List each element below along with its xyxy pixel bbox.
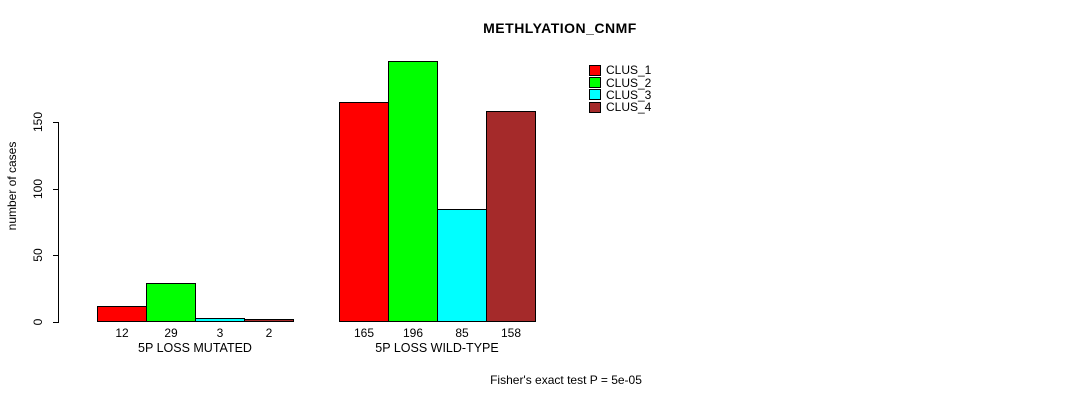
y-tick (53, 188, 58, 190)
bar-clus_3-mutated (195, 318, 245, 322)
y-tick-label: 150 (31, 111, 45, 133)
bar-value-label: 85 (455, 326, 469, 340)
group-label-mutated: 5P LOSS MUTATED (138, 341, 252, 355)
legend-label: CLUS_2 (606, 75, 652, 90)
legend-swatch-clus_3 (589, 89, 601, 101)
bar-value-label: 29 (164, 326, 178, 340)
y-tick (53, 255, 58, 257)
bar-value-label: 158 (500, 326, 522, 340)
legend-swatch-clus_2 (589, 77, 601, 89)
y-tick-label: 50 (31, 248, 45, 263)
bar-value-label: 2 (265, 326, 273, 340)
bar-clus_1-mutated (97, 306, 147, 322)
bar-clus_2-wild-type (388, 61, 438, 322)
y-axis-line (58, 122, 59, 323)
y-tick (53, 122, 58, 123)
footnote-fishers-test: Fisher's exact test P = 5e-05 (490, 373, 642, 387)
legend: CLUS_1 CLUS_2 CLUS_3 CLUS_4 (589, 64, 651, 114)
legend-item-clus_3: CLUS_3 (589, 89, 651, 101)
chart-title: METHLYATION_CNMF (483, 20, 637, 36)
y-tick (53, 322, 58, 323)
legend-item-clus_2: CLUS_2 (589, 75, 652, 90)
bar-clus_2-mutated (146, 283, 196, 322)
legend-label: CLUS_4 (606, 100, 652, 115)
bar-clus_3-wild-type (437, 209, 487, 322)
bar-clus_1-wild-type (339, 102, 389, 322)
y-tick-label: 0 (31, 318, 45, 326)
legend-label: CLUS_3 (606, 87, 652, 102)
bar-value-label: 165 (353, 326, 375, 340)
legend-item-clus_1: CLUS_1 (589, 64, 651, 76)
bar-clus_4-wild-type (486, 111, 536, 322)
legend-swatch-clus_1 (589, 64, 601, 76)
bar-clus_4-mutated (244, 319, 294, 322)
bar-value-label: 12 (115, 326, 129, 340)
legend-item-clus_4: CLUS_4 (589, 101, 651, 113)
bar-value-label: 3 (216, 326, 224, 340)
group-label-wild-type: 5P LOSS WILD-TYPE (375, 341, 499, 355)
y-tick-label: 100 (31, 178, 45, 199)
legend-swatch-clus_4 (589, 101, 601, 113)
legend-label: CLUS_1 (606, 63, 652, 78)
bar-value-label: 196 (402, 326, 424, 340)
y-axis-label: number of cases (5, 141, 19, 231)
